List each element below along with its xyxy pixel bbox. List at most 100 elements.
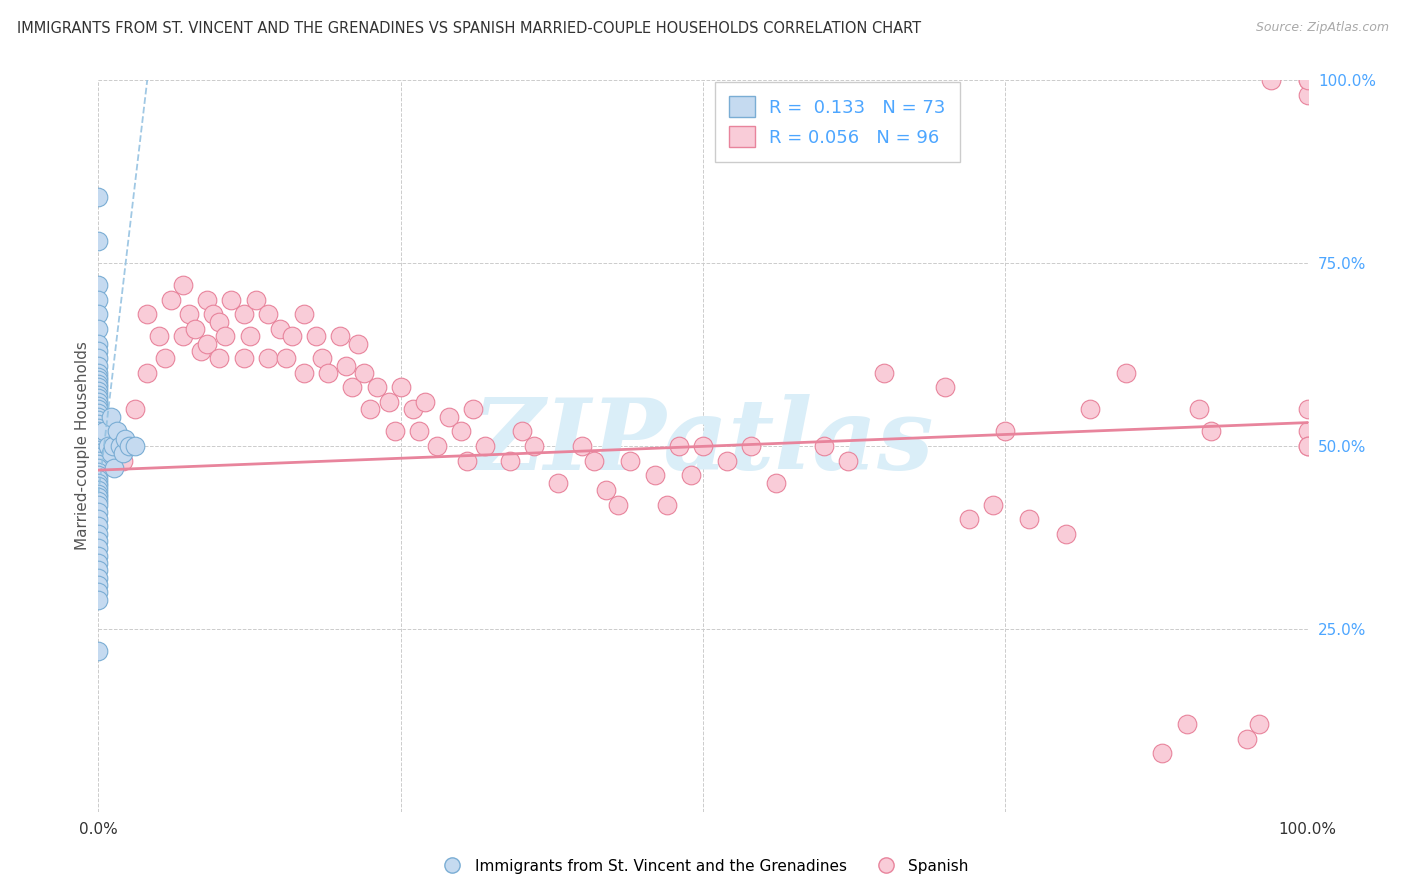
- Point: [692, 439, 714, 453]
- Point: [934, 380, 956, 394]
- Point: [135, 307, 157, 321]
- Point: [957, 512, 980, 526]
- Point: [87, 592, 110, 607]
- Point: [195, 336, 218, 351]
- Point: [335, 359, 357, 373]
- Point: [87, 446, 110, 460]
- Point: [87, 351, 110, 366]
- Point: [1249, 717, 1271, 731]
- Point: [87, 293, 110, 307]
- Point: [195, 293, 218, 307]
- Point: [655, 498, 678, 512]
- Point: [87, 512, 110, 526]
- Point: [87, 439, 110, 453]
- Point: [547, 475, 569, 490]
- Point: [87, 435, 110, 450]
- Point: [873, 366, 896, 380]
- Point: [87, 392, 110, 406]
- Point: [87, 369, 110, 384]
- Point: [1260, 73, 1282, 87]
- Point: [172, 329, 194, 343]
- Point: [353, 366, 375, 380]
- Point: [292, 366, 315, 380]
- Point: [360, 402, 382, 417]
- Point: [87, 563, 110, 577]
- Point: [87, 366, 110, 380]
- Point: [571, 439, 593, 453]
- Point: [208, 315, 231, 329]
- Point: [87, 432, 110, 446]
- Point: [377, 395, 399, 409]
- Point: [408, 425, 430, 439]
- Point: [87, 578, 110, 592]
- Point: [1199, 425, 1222, 439]
- Point: [87, 343, 110, 358]
- Point: [87, 490, 110, 504]
- Point: [994, 425, 1017, 439]
- Point: [124, 402, 146, 417]
- Point: [87, 409, 110, 424]
- Point: [87, 380, 110, 394]
- Point: [366, 380, 388, 394]
- Point: [111, 453, 134, 467]
- Point: [87, 556, 110, 570]
- Text: IMMIGRANTS FROM ST. VINCENT AND THE GRENADINES VS SPANISH MARRIED-COUPLE HOUSEHO: IMMIGRANTS FROM ST. VINCENT AND THE GREN…: [17, 21, 921, 36]
- Point: [316, 366, 339, 380]
- Point: [245, 293, 267, 307]
- Point: [402, 402, 425, 417]
- Point: [87, 234, 110, 248]
- Point: [87, 425, 110, 439]
- Point: [311, 351, 333, 366]
- Point: [105, 425, 128, 439]
- Point: [1115, 366, 1137, 380]
- Legend: R =  0.133   N = 73, R = 0.056   N = 96: R = 0.133 N = 73, R = 0.056 N = 96: [716, 82, 960, 161]
- Point: [190, 343, 212, 358]
- Point: [1175, 717, 1198, 731]
- Legend: Immigrants from St. Vincent and the Grenadines, Spanish: Immigrants from St. Vincent and the Gren…: [432, 853, 974, 880]
- Point: [1296, 439, 1319, 453]
- Point: [389, 380, 412, 394]
- Point: [87, 406, 110, 420]
- Point: [87, 439, 110, 453]
- Point: [87, 307, 110, 321]
- Point: [607, 498, 630, 512]
- Point: [87, 395, 110, 409]
- Y-axis label: Married-couple Households: Married-couple Households: [75, 342, 90, 550]
- Point: [837, 453, 859, 467]
- Text: ZIPatlas: ZIPatlas: [472, 394, 934, 491]
- Point: [87, 388, 110, 402]
- Point: [208, 351, 231, 366]
- Point: [87, 585, 110, 599]
- Point: [716, 453, 738, 467]
- Point: [87, 413, 110, 427]
- Point: [232, 307, 254, 321]
- Point: [274, 351, 297, 366]
- Point: [1152, 746, 1174, 760]
- Point: [103, 461, 125, 475]
- Point: [114, 432, 136, 446]
- Point: [87, 402, 110, 417]
- Point: [1078, 402, 1101, 417]
- Point: [160, 293, 183, 307]
- Point: [1296, 439, 1319, 453]
- Point: [1296, 402, 1319, 417]
- Point: [1296, 425, 1319, 439]
- Point: [87, 486, 110, 500]
- Point: [437, 409, 460, 424]
- Point: [101, 439, 124, 453]
- Point: [281, 329, 304, 343]
- Text: Source: ZipAtlas.com: Source: ZipAtlas.com: [1256, 21, 1389, 34]
- Point: [87, 453, 110, 467]
- Point: [87, 428, 110, 442]
- Point: [87, 322, 110, 336]
- Point: [87, 644, 110, 658]
- Point: [1296, 87, 1319, 102]
- Point: [87, 534, 110, 549]
- Point: [100, 446, 122, 460]
- Point: [87, 421, 110, 435]
- Point: [329, 329, 352, 343]
- Point: [474, 439, 496, 453]
- Point: [523, 439, 546, 453]
- Point: [87, 359, 110, 373]
- Point: [1296, 73, 1319, 87]
